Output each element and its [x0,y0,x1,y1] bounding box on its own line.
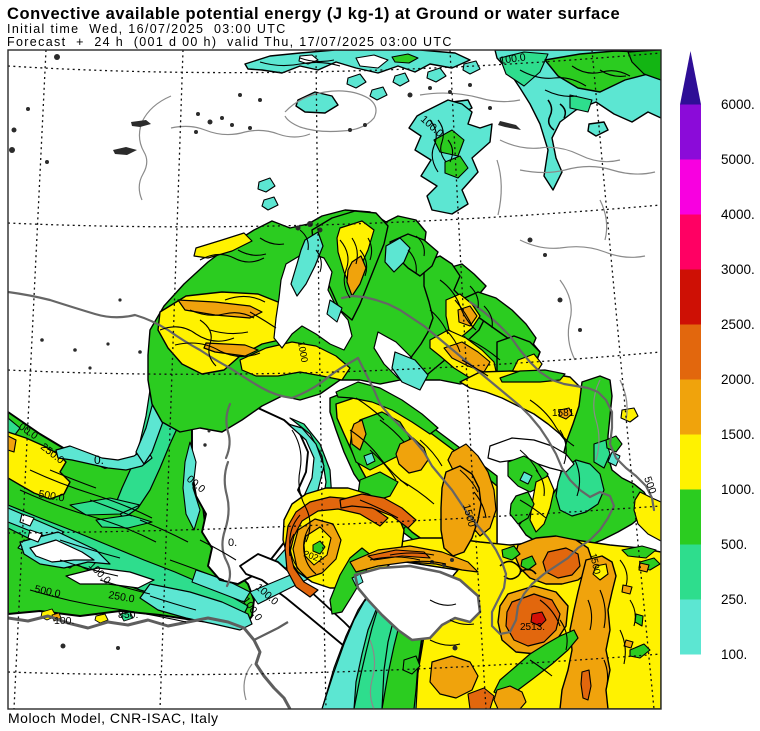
svg-text:100.: 100. [721,647,747,662]
svg-text:850.: 850. [118,609,138,621]
svg-text:500.0: 500.0 [37,488,65,504]
svg-text:100.: 100. [54,615,74,627]
svg-text:0.: 0. [228,537,237,549]
svg-text:2000.: 2000. [721,372,755,387]
svg-text:250.0: 250.0 [107,589,135,605]
svg-text:250.: 250. [721,592,747,607]
svg-text:1581.: 1581. [552,408,577,419]
svg-text:500.: 500. [721,537,747,552]
svg-text:5000.: 5000. [721,152,755,167]
svg-text:1000: 1000 [295,341,310,364]
svg-text:3000.: 3000. [721,262,755,277]
svg-text:2513.: 2513. [520,622,545,633]
svg-text:500.0: 500.0 [33,583,61,600]
svg-text:2500.: 2500. [721,317,755,332]
svg-text:0.: 0. [94,453,104,467]
svg-text:6000.: 6000. [721,97,755,112]
svg-text:4000.: 4000. [721,207,755,222]
svg-text:1500: 1500 [460,503,478,529]
svg-text:1500: 1500 [587,552,602,575]
svg-text:1500.: 1500. [721,427,755,442]
svg-text:100.0: 100.0 [499,51,527,67]
svg-text:500: 500 [641,475,658,496]
svg-text:1000.: 1000. [721,482,755,497]
